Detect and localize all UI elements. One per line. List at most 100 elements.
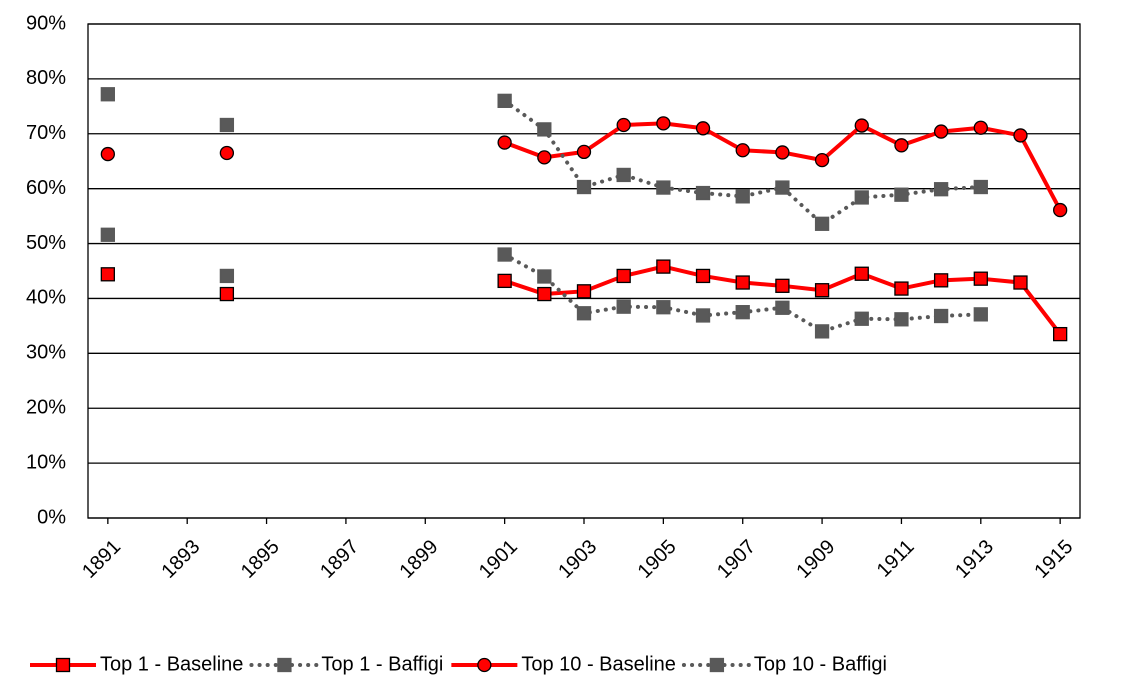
legend-item: Top 10 - Baffigi [681,653,887,675]
data-point [933,182,949,197]
data-point [854,190,869,205]
data-point [1013,275,1028,290]
data-point [656,116,671,131]
x-tick-label: 1913 [951,536,998,583]
data-point [219,117,235,133]
legend-label: Top 1 - Baffigi [321,653,443,675]
legend-marker [477,657,492,673]
data-point [814,283,830,298]
legend-item: Top 1 - Baseline [30,653,243,675]
data-point [100,87,115,102]
legend: Top 1 - Baseline Top 1 - Baffigi Top 10 - … [30,653,887,675]
y-tick-label: 0% [37,506,66,528]
data-point [973,179,988,195]
data-point [933,308,949,324]
x-tick-label: 1895 [237,536,284,583]
y-tick-label: 20% [26,397,66,419]
data-point [616,117,631,133]
data-point [497,135,512,150]
data-point [576,284,592,299]
data-point [973,271,988,286]
y-tick-label: 90% [26,12,66,34]
data-point [537,122,552,137]
data-point [933,273,949,288]
x-tick-label: 1903 [554,536,601,583]
data-point [814,216,830,231]
x-tick-label: 1911 [873,536,919,582]
data-point [497,273,512,289]
series-line [502,98,983,227]
x-tick-label: 1897 [316,536,363,583]
data-point [1013,128,1028,143]
data-point [735,143,750,158]
data-point [775,300,790,315]
data-point [894,312,909,327]
data-point [775,145,790,160]
data-point [100,227,115,242]
data-point [695,121,711,136]
data-point [576,144,592,160]
data-point [814,152,830,168]
data-point [894,281,909,296]
data-point [219,286,235,302]
data-point [537,286,552,302]
data-point [497,247,512,262]
data-point [656,300,671,315]
legend-marker [709,657,725,673]
legend-marker [55,657,71,673]
y-tick-label: 10% [26,451,66,473]
data-point [219,268,235,284]
data-point [656,259,671,274]
y-tick-label: 60% [26,177,66,199]
data-point [576,306,592,321]
x-tick-label: 1891 [78,536,125,583]
data-point [854,266,869,281]
x-tick-label: 1909 [792,536,839,583]
data-point [933,124,949,139]
data-point [695,268,711,284]
legend-label: Top 1 - Baseline [100,653,243,675]
data-point [616,299,631,314]
data-point [894,138,909,153]
x-tick-label: 1901 [475,536,522,583]
legend-label: Top 10 - Baseline [521,653,676,675]
x-tick-label: 1915 [1030,536,1077,583]
data-point [735,275,750,290]
data-point [894,187,909,202]
data-point [775,180,790,195]
data-point [537,150,552,165]
y-tick-label: 50% [26,232,66,254]
data-point [100,267,115,282]
plot-frame [87,23,1081,519]
x-tick-label: 1899 [396,536,443,583]
data-point [854,311,869,326]
legend-marker [277,657,292,673]
x-tick-label: 1907 [713,536,760,583]
legend-item: Top 10 - Baseline [451,653,676,675]
y-tick-label: 80% [26,67,66,89]
data-point [695,308,711,323]
series-line [503,121,1062,212]
data-point [100,146,115,162]
x-tick-label: 1893 [157,536,204,583]
data-point [814,324,830,339]
data-point [497,93,512,108]
data-point [735,305,750,320]
legend-item: Top 1 - Baffigi [249,653,443,675]
data-point [616,268,631,284]
data-point [1053,202,1068,218]
data-point [854,118,869,133]
data-point [1053,326,1068,342]
data-point [616,167,631,183]
data-point [219,145,235,161]
data-point [973,120,988,135]
data-point [576,179,592,195]
y-tick-label: 70% [26,122,66,144]
data-point [775,278,790,293]
x-tick-label: 1905 [634,536,681,583]
data-point [735,189,750,204]
y-tick-label: 40% [26,287,66,309]
legend-label: Top 10 - Baffigi [754,653,887,675]
data-point [537,269,552,284]
